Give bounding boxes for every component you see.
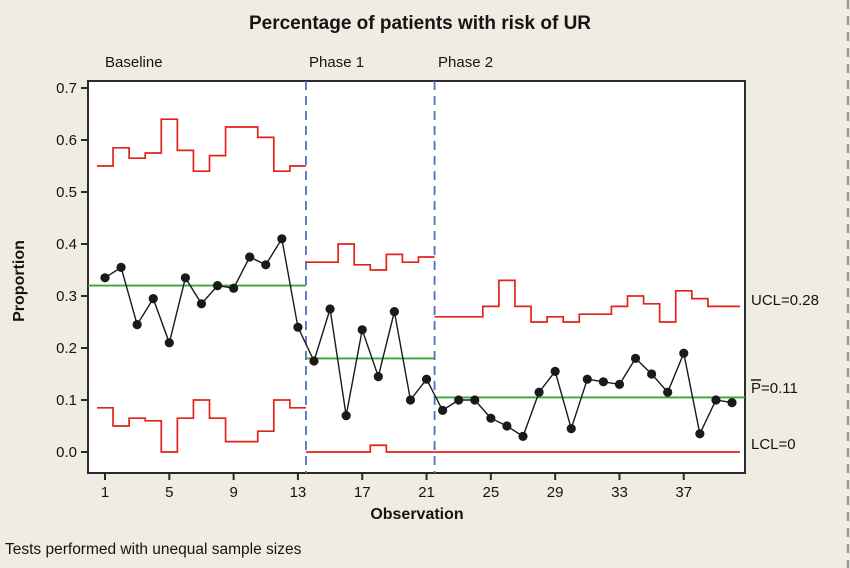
y-tick-label: 0.5: [56, 184, 77, 201]
data-point: [309, 356, 319, 366]
y-tick-label: 0.7: [56, 80, 77, 97]
ucl-annotation: UCL=0.28: [751, 292, 819, 309]
data-point: [647, 369, 657, 379]
x-tick-label: 5: [165, 484, 173, 501]
data-point: [614, 379, 625, 389]
series-line: [104, 236, 733, 438]
data-point: [325, 304, 335, 314]
data-point: [245, 252, 255, 262]
data-point: [357, 325, 367, 335]
x-tick-label: 37: [675, 484, 692, 501]
chart-title: Percentage of patients with risk of UR: [249, 13, 591, 34]
data-point: [341, 411, 351, 421]
data-point: [261, 260, 271, 270]
ucl-line-3: [434, 279, 741, 323]
data-point: [373, 372, 383, 382]
footnote: Tests performed with unequal sample size…: [5, 541, 302, 558]
y-tick-label: 0.2: [56, 340, 77, 357]
data-point: [421, 374, 432, 384]
data-point: [695, 429, 705, 439]
y-tick-label: 0.0: [56, 444, 77, 461]
y-tick-label: 0.1: [56, 392, 77, 409]
plot-area: [87, 80, 746, 474]
data-point: [293, 322, 303, 332]
data-point: [502, 421, 512, 431]
data-point: [598, 377, 608, 387]
y-tick-label: 0.3: [56, 288, 77, 305]
data-point: [389, 307, 399, 317]
x-tick-label: 25: [483, 484, 500, 501]
data-point: [566, 424, 576, 434]
data-point: [711, 395, 721, 405]
data-point: [470, 395, 480, 405]
data-point: [180, 273, 190, 283]
y-axis-title: Proportion: [11, 240, 28, 322]
phase-label-phase1: Phase 1: [309, 54, 364, 71]
data-point: [550, 366, 560, 376]
phase-label-baseline: Baseline: [105, 54, 163, 71]
data-point: [212, 281, 223, 291]
data-point: [630, 353, 641, 363]
data-point: [229, 283, 239, 293]
phase-label-phase2: Phase 2: [438, 54, 493, 71]
x-tick-label: 21: [418, 484, 435, 501]
data-point: [438, 405, 448, 415]
data-point: [132, 320, 142, 330]
lcl-line-2: [305, 444, 435, 453]
pbar-annotation: P=0.11: [751, 380, 798, 397]
data-point: [534, 387, 544, 397]
x-axis-title: Observation: [370, 506, 463, 523]
data-point: [116, 262, 126, 272]
control-limit-lines: [96, 118, 741, 453]
x-tick-label: 1: [101, 484, 109, 501]
data-point: [196, 299, 207, 309]
lcl-line-1: [96, 399, 306, 453]
data-point: [663, 387, 673, 397]
phase-dividers: [305, 81, 436, 473]
data-point: [518, 431, 528, 441]
data-point: [148, 294, 158, 304]
y-tick-label: 0.6: [56, 132, 77, 149]
data-point: [582, 374, 592, 384]
data-point: [164, 338, 174, 348]
data-point: [486, 413, 496, 423]
ucl-line-2: [305, 243, 435, 271]
x-tick-label: 9: [229, 484, 237, 501]
data-point: [100, 273, 110, 283]
proportion-series: [100, 234, 737, 441]
lcl-annotation: LCL=0: [751, 436, 796, 453]
y-tick-label: 0.4: [56, 236, 77, 253]
data-point: [405, 395, 416, 405]
x-tick-label: 33: [611, 484, 628, 501]
ucl-line-1: [96, 118, 306, 173]
x-tick-label: 17: [354, 484, 371, 501]
axis-ticks: 0.0 0.1 0.2 0.3 0.4 0.5 0.6 0.7 1 5 9 13 17 21 25 29 33 3…: [56, 80, 692, 501]
data-point: [454, 395, 464, 405]
x-tick-label: 13: [290, 484, 307, 501]
data-point: [727, 398, 737, 408]
data-point: [679, 348, 689, 358]
data-point: [277, 234, 287, 244]
x-tick-label: 29: [547, 484, 564, 501]
